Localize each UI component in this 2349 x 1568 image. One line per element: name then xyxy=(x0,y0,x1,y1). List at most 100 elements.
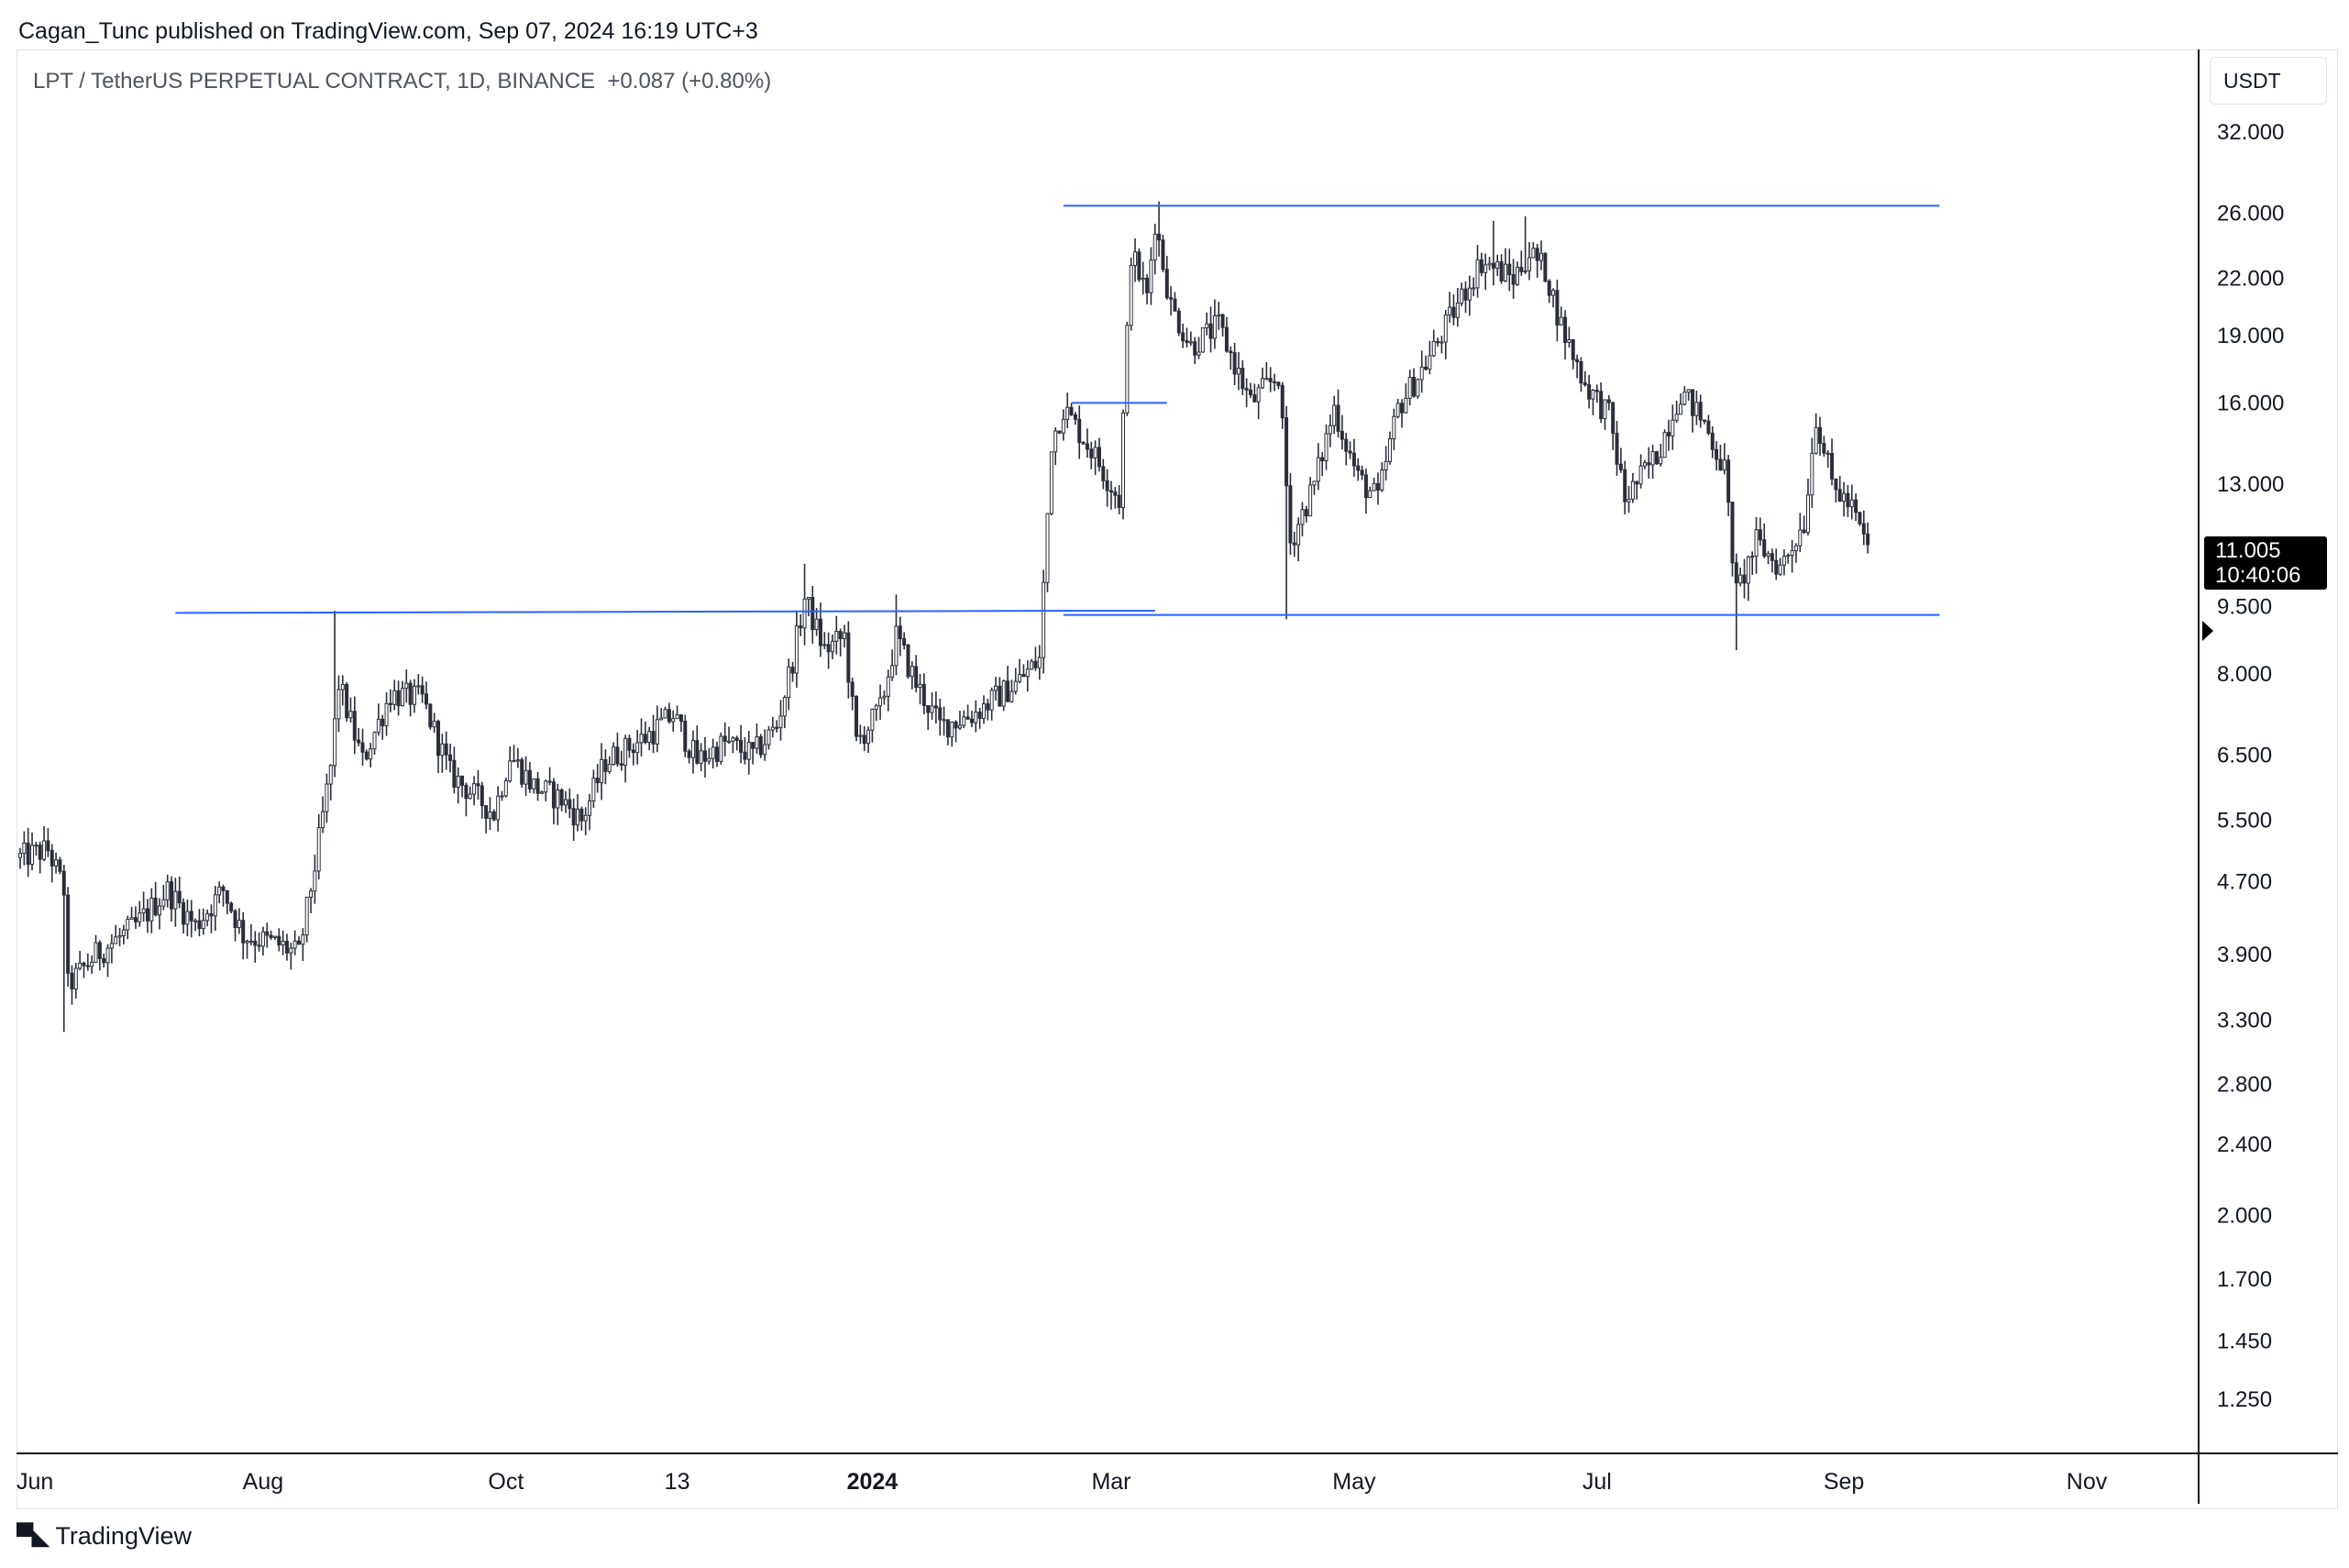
candle-body xyxy=(289,947,293,954)
candle-body xyxy=(304,896,309,936)
candle-body xyxy=(938,707,943,721)
candle-body xyxy=(1149,259,1153,293)
candle-body xyxy=(257,944,261,947)
candle-body xyxy=(1439,341,1444,344)
candle-body xyxy=(1599,391,1604,420)
candle-body xyxy=(595,778,600,784)
candle-body xyxy=(743,751,747,760)
candle-body xyxy=(1734,562,1738,584)
candle-body xyxy=(994,685,998,691)
candle-body xyxy=(1197,351,1201,356)
candle-body xyxy=(1515,266,1519,285)
candle-body xyxy=(1467,287,1472,301)
candle-body xyxy=(1674,414,1679,421)
trendline-support-old[interactable] xyxy=(175,610,1072,614)
candle-body xyxy=(436,721,441,756)
candle-body xyxy=(603,758,608,772)
price-tick-label: 2.400 xyxy=(2217,1132,2272,1157)
candle-body xyxy=(480,785,484,807)
candle-body xyxy=(484,805,489,819)
candle-body xyxy=(408,682,413,705)
candle-body xyxy=(576,808,580,826)
candle-body xyxy=(699,750,703,764)
currency-selector[interactable]: USDT xyxy=(2210,57,2327,105)
candle-body xyxy=(26,842,30,866)
candle-body xyxy=(1208,323,1213,339)
candle-body xyxy=(18,853,22,858)
candle-body xyxy=(563,799,568,806)
candle-body xyxy=(237,920,241,929)
candle-body xyxy=(1332,404,1337,426)
candle-body xyxy=(1129,264,1133,326)
candle-body xyxy=(627,737,632,751)
candle-body xyxy=(1324,433,1329,462)
candle-body xyxy=(1212,315,1217,339)
candle-body xyxy=(1854,499,1858,513)
candle-body xyxy=(1419,366,1424,381)
candle-body xyxy=(1021,674,1026,678)
candle-body xyxy=(1495,261,1500,269)
candle-body xyxy=(197,920,202,930)
candle-body xyxy=(568,799,572,810)
candle-body xyxy=(977,712,982,719)
candle-body xyxy=(97,942,102,959)
candle-body xyxy=(690,740,695,758)
candle-body xyxy=(66,894,71,974)
candle-body xyxy=(141,908,146,914)
candle-body xyxy=(954,721,958,729)
candle-body xyxy=(631,749,635,754)
candle-body xyxy=(372,732,377,750)
candle-body xyxy=(806,596,811,600)
candle-body xyxy=(193,920,198,922)
candle-body xyxy=(527,769,532,790)
bar-countdown: 10:40:06 xyxy=(2215,563,2301,588)
candle-body xyxy=(559,789,564,806)
candle-body xyxy=(138,912,142,922)
candle-body xyxy=(217,886,222,896)
candle-body xyxy=(313,870,317,892)
candle-body xyxy=(535,778,540,794)
candle-body xyxy=(1738,574,1743,584)
candle-body xyxy=(1511,273,1516,285)
candle-body xyxy=(1866,533,1870,546)
candle-body xyxy=(1662,432,1667,458)
tradingview-logo[interactable]: ▀◣ TradingView xyxy=(17,1522,192,1551)
candle-body xyxy=(512,760,516,763)
candle-body xyxy=(233,911,237,929)
candle-body xyxy=(1188,341,1193,344)
candle-body xyxy=(974,712,978,723)
candle-body xyxy=(1205,323,1209,329)
symbol-legend[interactable]: LPT / TetherUS PERPETUAL CONTRACT, 1D, B… xyxy=(33,69,771,94)
candle-body xyxy=(770,726,775,731)
candle-body xyxy=(1312,480,1317,486)
candle-body xyxy=(1654,451,1659,465)
candle-body xyxy=(1268,378,1273,382)
candle-body xyxy=(1814,426,1818,454)
price-tick-label: 3.300 xyxy=(2217,1008,2272,1032)
candle-body xyxy=(1304,509,1308,517)
candle-body xyxy=(766,729,771,745)
candle-body xyxy=(42,840,47,860)
candle-body xyxy=(333,718,337,767)
candle-body xyxy=(1798,529,1803,547)
candle-body xyxy=(651,731,656,745)
candle-body xyxy=(54,859,59,867)
price-tick-label: 13.000 xyxy=(2217,472,2284,497)
candle-body xyxy=(1065,406,1070,420)
candle-body xyxy=(260,931,265,947)
candle-body xyxy=(400,688,404,707)
candle-body xyxy=(1300,509,1305,525)
current-price-value: 11.005 xyxy=(2215,538,2281,563)
candle-body xyxy=(683,720,688,752)
candle-body xyxy=(790,667,795,674)
candle-body xyxy=(1229,350,1233,354)
candle-body xyxy=(1647,462,1651,466)
candle-body xyxy=(185,911,190,925)
candle-body xyxy=(1176,310,1181,334)
candle-body xyxy=(345,683,349,719)
candle-body xyxy=(1121,412,1126,508)
candle-body xyxy=(102,957,106,964)
candle-body xyxy=(1220,314,1225,328)
candle-body xyxy=(1057,430,1062,434)
